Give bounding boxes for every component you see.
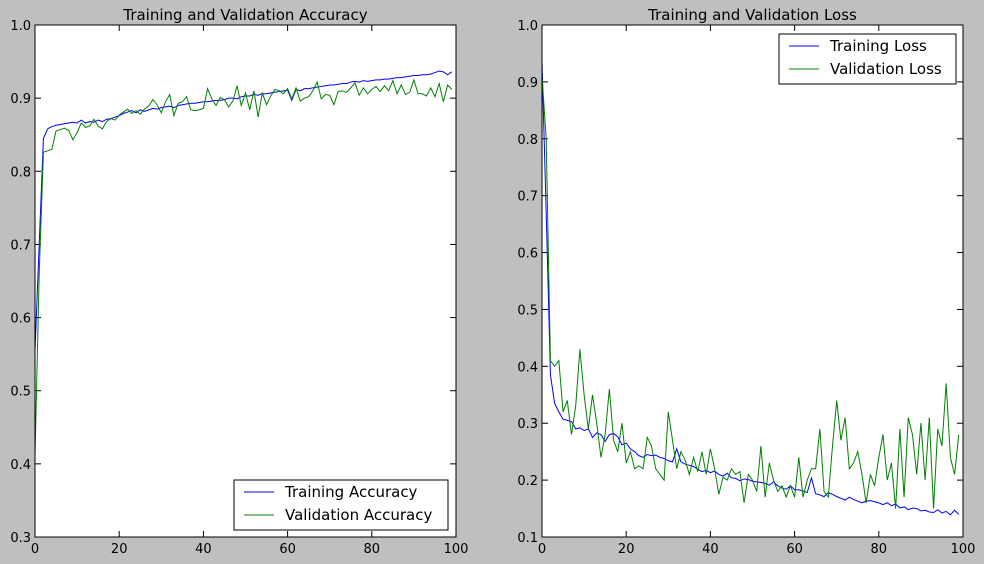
series-line-training-accuracy bbox=[35, 70, 453, 351]
x-tick-label: 0 bbox=[538, 542, 546, 557]
y-tick-label: 0.9 bbox=[517, 76, 538, 91]
y-tick-label: 0.8 bbox=[10, 165, 31, 180]
y-tick-label: 0.5 bbox=[517, 303, 538, 318]
loss-chart: Training and Validation Loss 0 20 40 60 80 100… bbox=[517, 6, 975, 557]
y-tick-label: 0.9 bbox=[10, 92, 31, 107]
y-tick-label: 0.4 bbox=[10, 458, 31, 473]
legend-label: Training Loss bbox=[829, 37, 927, 55]
x-tick-label: 100 bbox=[951, 542, 976, 557]
y-tick-label: 0.4 bbox=[517, 360, 538, 375]
series-line-validation-accuracy bbox=[35, 78, 453, 457]
x-tick-label: 0 bbox=[31, 542, 39, 557]
legend-label: Validation Loss bbox=[830, 60, 942, 78]
legend-box bbox=[233, 479, 449, 531]
x-tick-label: 80 bbox=[364, 542, 381, 557]
y-tick-label: 0.3 bbox=[10, 531, 31, 546]
plot-area bbox=[542, 25, 963, 537]
plot-frame bbox=[541, 24, 964, 538]
legend-box bbox=[778, 33, 957, 85]
y-tick-label: 0.7 bbox=[10, 238, 31, 253]
y-tick-label: 0.5 bbox=[10, 385, 31, 400]
y-tick-label: 0.6 bbox=[10, 312, 31, 327]
x-tick-label: 20 bbox=[618, 542, 635, 557]
y-tick-label: 0.1 bbox=[517, 531, 538, 546]
x-tick-label: 60 bbox=[279, 542, 296, 557]
plot-area bbox=[35, 25, 456, 537]
y-tick-label: 0.2 bbox=[517, 474, 538, 489]
x-tick-label: 100 bbox=[444, 542, 469, 557]
y-tick-label: 0.8 bbox=[517, 133, 538, 148]
chart-title: Training and Validation Accuracy bbox=[122, 6, 367, 24]
x-tick-label: 20 bbox=[111, 542, 128, 557]
legend: Training Loss Validation Loss bbox=[778, 33, 957, 85]
legend: Training Accuracy Validation Accuracy bbox=[233, 479, 449, 531]
y-tick-label: 1.0 bbox=[517, 19, 538, 34]
y-tick-label: 0.6 bbox=[517, 247, 538, 262]
legend-label: Validation Accuracy bbox=[285, 506, 432, 524]
legend-label: Training Accuracy bbox=[284, 483, 418, 501]
plot-frame bbox=[34, 24, 457, 538]
accuracy-chart: Training and Validation Accuracy 0 20 40 60 8… bbox=[10, 6, 468, 557]
series-line-validation-loss bbox=[542, 76, 960, 509]
y-tick-label: 0.7 bbox=[517, 190, 538, 205]
x-tick-label: 80 bbox=[871, 542, 888, 557]
x-tick-label: 60 bbox=[786, 542, 803, 557]
series-line-training-loss bbox=[542, 61, 960, 516]
y-tick-label: 1.0 bbox=[10, 19, 31, 34]
y-tick-label: 0.3 bbox=[517, 417, 538, 432]
x-tick-label: 40 bbox=[195, 542, 212, 557]
x-tick-label: 40 bbox=[702, 542, 719, 557]
chart-title: Training and Validation Loss bbox=[647, 6, 857, 24]
